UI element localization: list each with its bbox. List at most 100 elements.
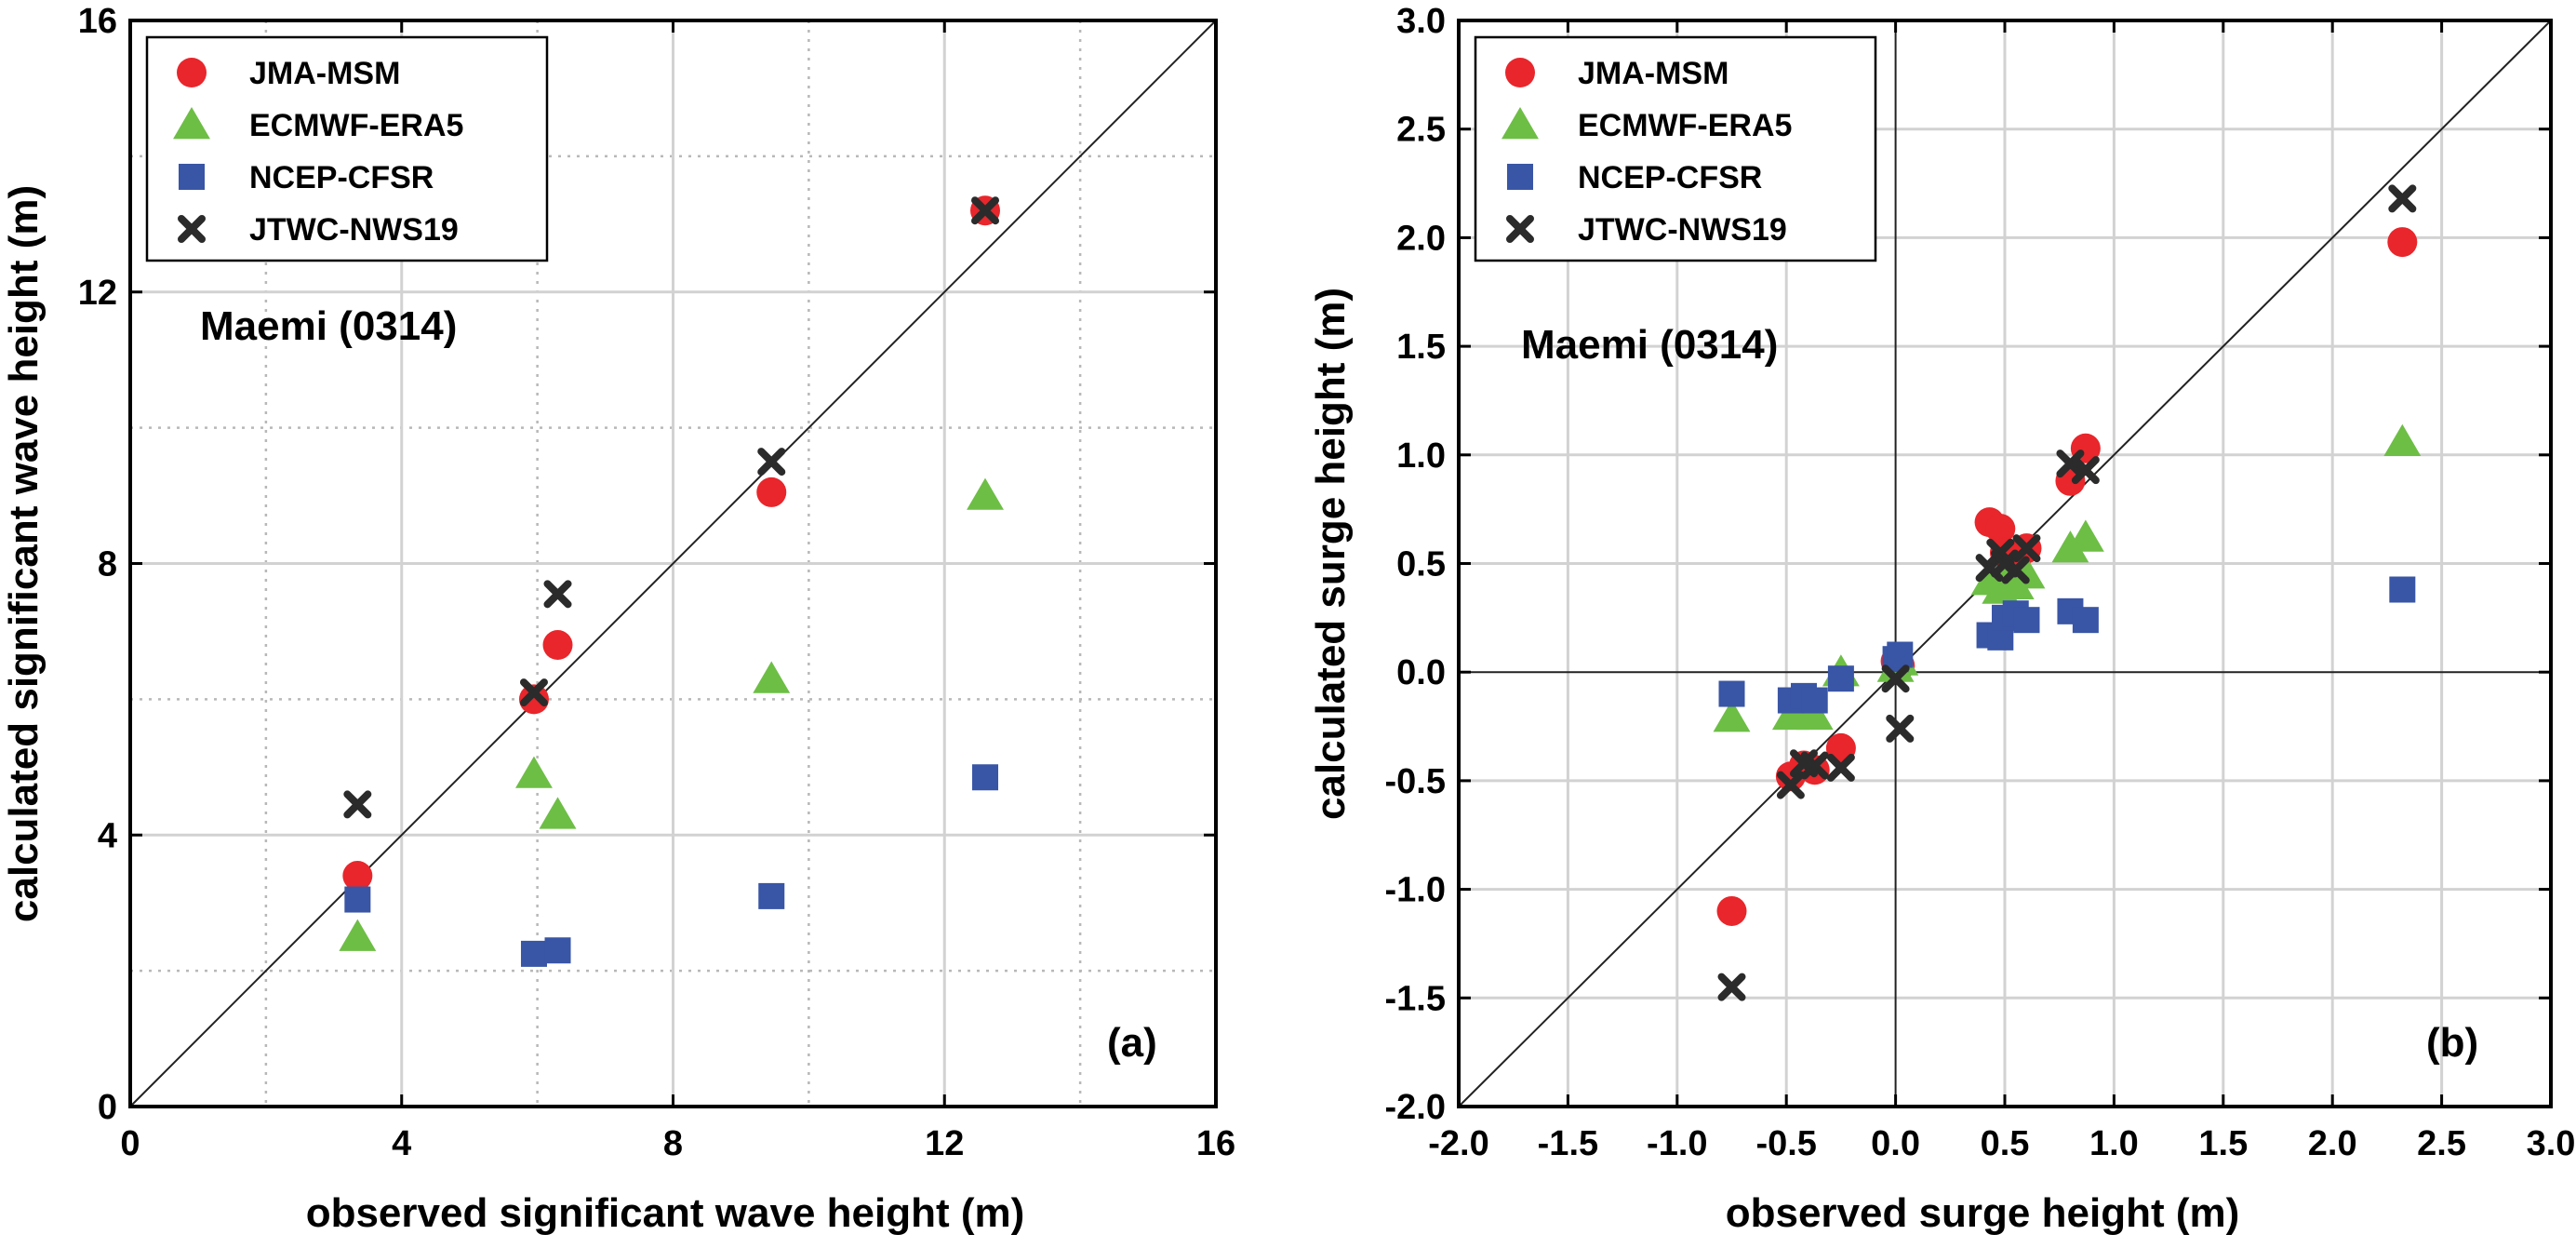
x-data-point (2071, 456, 2100, 485)
x-tick-label: 2.0 (2308, 1124, 2357, 1163)
triangle-data-point (1713, 700, 1751, 732)
y-tick-label: 0 (98, 1088, 117, 1127)
square-data-point (2389, 576, 2416, 603)
x-tick-label: 0.0 (1871, 1124, 1920, 1163)
axes-frame (128, 19, 1218, 1108)
x-data-point (971, 196, 1000, 225)
legend-a: JMA-MSM ECMWF-ERA5 NCEP-CFSR JTWC-NWS19 (145, 35, 549, 262)
square-data-point (344, 886, 371, 913)
legend-entry-label: NCEP-CFSR (249, 160, 434, 195)
panel-b-label: (b) (2426, 1020, 2478, 1066)
x-tick-label: 1.5 (2198, 1124, 2248, 1163)
x-tick-label: 0.5 (1981, 1124, 2030, 1163)
legend-box (145, 35, 549, 262)
square-data-point (1801, 687, 1828, 714)
x-data-point (2388, 184, 2417, 213)
legend-triangle-marker (173, 107, 210, 140)
triangle-data-point (2066, 519, 2104, 552)
panel-b-ylabel: calculated surge height (m) (1308, 288, 1354, 820)
series-ecmwf-era5 (339, 477, 1004, 951)
x-tick-label: -0.5 (1755, 1124, 1816, 1163)
legend-square-marker (179, 164, 205, 190)
x-data-point (1776, 771, 1805, 799)
y-tick-label: 1.0 (1396, 436, 1446, 476)
y-tick-label: 12 (78, 274, 117, 313)
y-tick-label: 8 (98, 545, 117, 584)
panel-a-annotation: Maemi (0314) (200, 303, 457, 349)
y-tick-label: -0.5 (1385, 762, 1446, 801)
y-tick-label: 0.5 (1396, 545, 1446, 584)
series-jma-msm (342, 195, 1001, 892)
x-tick-label: 1.0 (2089, 1124, 2139, 1163)
plot-area-b: -2.0 -1.5 -1.0 -0.5 0.0 0.5 1.0 1.5 2.0 2.5 3.0 -2.… (1385, 2, 2576, 1163)
square-data-point (1718, 680, 1745, 707)
series-jma-msm (1716, 227, 2418, 926)
legend-entry-label: ECMWF-ERA5 (249, 108, 463, 143)
y-tick-label: -1.0 (1385, 871, 1446, 910)
triangle-data-point (1795, 697, 1834, 731)
panel-a-wave-height: 0 4 8 12 16 0 4 8 12 16 JMA-MSM ECMWF-ERA5 NCEP-CFSR… (1, 2, 1235, 1236)
series-ncep-cfsr (344, 764, 999, 967)
triangle-data-point (967, 477, 1004, 510)
square-data-point (1887, 641, 1914, 668)
triangle-data-point (2008, 557, 2046, 589)
legend-circle-marker (1505, 58, 1535, 87)
panel-a-ylabel: calculated significant wave height (m) (1, 185, 47, 922)
legend-entry-label: JTWC-NWS19 (249, 212, 459, 248)
square-data-point (1827, 665, 1854, 692)
square-data-point (544, 937, 571, 964)
series-ncep-cfsr (1718, 576, 2416, 714)
circle-data-point (342, 861, 373, 892)
x-tick-label: -1.5 (1538, 1124, 1598, 1163)
legend-entry-label: JMA-MSM (1578, 56, 1728, 91)
x-tick-label: 2.5 (2417, 1124, 2466, 1163)
x-data-point (1826, 753, 1855, 782)
triangle-data-point (2383, 423, 2422, 456)
series-jtwc-nws19 (343, 196, 1000, 819)
panel-b-xlabel: observed surge height (m) (1726, 1190, 2240, 1236)
series-ecmwf-era5 (1713, 423, 2422, 732)
circle-data-point (1985, 514, 2016, 544)
panel-b-annotation: Maemi (0314) (1521, 322, 1778, 368)
legend-entry-label: NCEP-CFSR (1578, 160, 1762, 195)
plot-area-a: 0 4 8 12 16 0 4 8 12 16 JMA-MSM ECMWF-ERA5 NCEP-CFSR… (78, 2, 1235, 1163)
square-data-point (2072, 607, 2099, 634)
square-data-point (2013, 607, 2040, 634)
legend-x-marker (178, 215, 206, 243)
triangle-data-point (753, 661, 791, 693)
series-jtwc-nws19 (1717, 184, 2417, 1001)
axes-frame (1457, 19, 2553, 1108)
legend-b: JMA-MSM ECMWF-ERA5 NCEP-CFSR JTWC-NWS19 (1474, 35, 1877, 262)
x-data-point (757, 448, 786, 476)
square-data-point (972, 764, 999, 791)
legend-circle-marker (177, 58, 207, 87)
x-data-point (1717, 973, 1746, 1001)
legend-entry-label: ECMWF-ERA5 (1578, 108, 1792, 143)
x-data-point (1881, 664, 1910, 693)
x-data-point (1800, 751, 1829, 780)
y-tick-label: -1.5 (1385, 979, 1446, 1018)
x-data-point (2001, 556, 2030, 584)
x-data-point (543, 580, 572, 609)
legend-entry-label: JTWC-NWS19 (1578, 212, 1787, 248)
y-tick-label: 4 (98, 816, 117, 855)
triangle-data-point (339, 919, 377, 951)
legend-x-marker (1506, 215, 1534, 243)
y-tick-label: 2.0 (1396, 219, 1446, 258)
panel-a-label: (a) (1107, 1020, 1157, 1066)
y-tick-label: 1.5 (1396, 328, 1446, 367)
circle-data-point (2387, 227, 2418, 258)
panel-a-xlabel: observed significant wave height (m) (306, 1190, 1025, 1236)
y-tick-label: -2.0 (1385, 1088, 1446, 1127)
circle-data-point (756, 476, 787, 507)
one-to-one-line (129, 20, 1217, 1107)
x-data-point (2012, 534, 2041, 563)
panel-b-surge-height: -2.0 -1.5 -1.0 -0.5 0.0 0.5 1.0 1.5 2.0 2.5 3.0 -2.… (1308, 2, 2575, 1236)
square-data-point (520, 940, 547, 967)
x-tick-label: -1.0 (1647, 1124, 1707, 1163)
x-data-point (519, 678, 548, 707)
y-tick-label: 16 (78, 2, 117, 41)
x-tick-label: 8 (663, 1124, 683, 1163)
x-tick-label: -2.0 (1428, 1124, 1488, 1163)
